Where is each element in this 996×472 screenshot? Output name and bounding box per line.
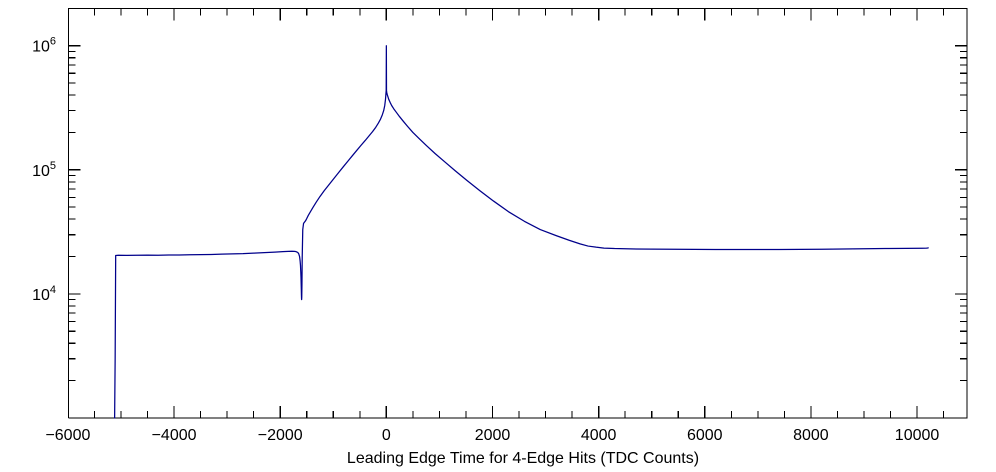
data-series-curve xyxy=(113,45,929,419)
y-tick-label: 104 xyxy=(32,284,56,304)
x-axis-title: Leading Edge Time for 4-Edge Hits (TDC C… xyxy=(347,450,699,467)
x-tick-label: −6000 xyxy=(45,427,90,444)
x-tick-label: 10000 xyxy=(895,427,940,444)
plot-frame xyxy=(67,7,968,419)
x-tick-label: 0 xyxy=(382,427,391,444)
x-axis-tick-labels: −6000 −4000 −2000 0 2000 4000 6000 8000 10000 xyxy=(45,427,939,444)
x-tick-label: −2000 xyxy=(258,427,303,444)
x-tick-label: 4000 xyxy=(581,427,617,444)
y-tick-label: 106 xyxy=(32,36,56,56)
x-tick-label: 2000 xyxy=(475,427,511,444)
x-tick-label: −4000 xyxy=(152,427,197,444)
y-axis-tick-labels: 104 105 106 xyxy=(32,36,56,304)
x-tick-label: 8000 xyxy=(793,427,829,444)
y-axis-ticks xyxy=(68,45,967,419)
x-tick-label: 6000 xyxy=(687,427,723,444)
x-axis-ticks xyxy=(93,8,945,418)
data-curve-path xyxy=(113,45,929,419)
y-tick-label: 105 xyxy=(32,160,56,180)
axis-frame-rect xyxy=(67,7,968,419)
